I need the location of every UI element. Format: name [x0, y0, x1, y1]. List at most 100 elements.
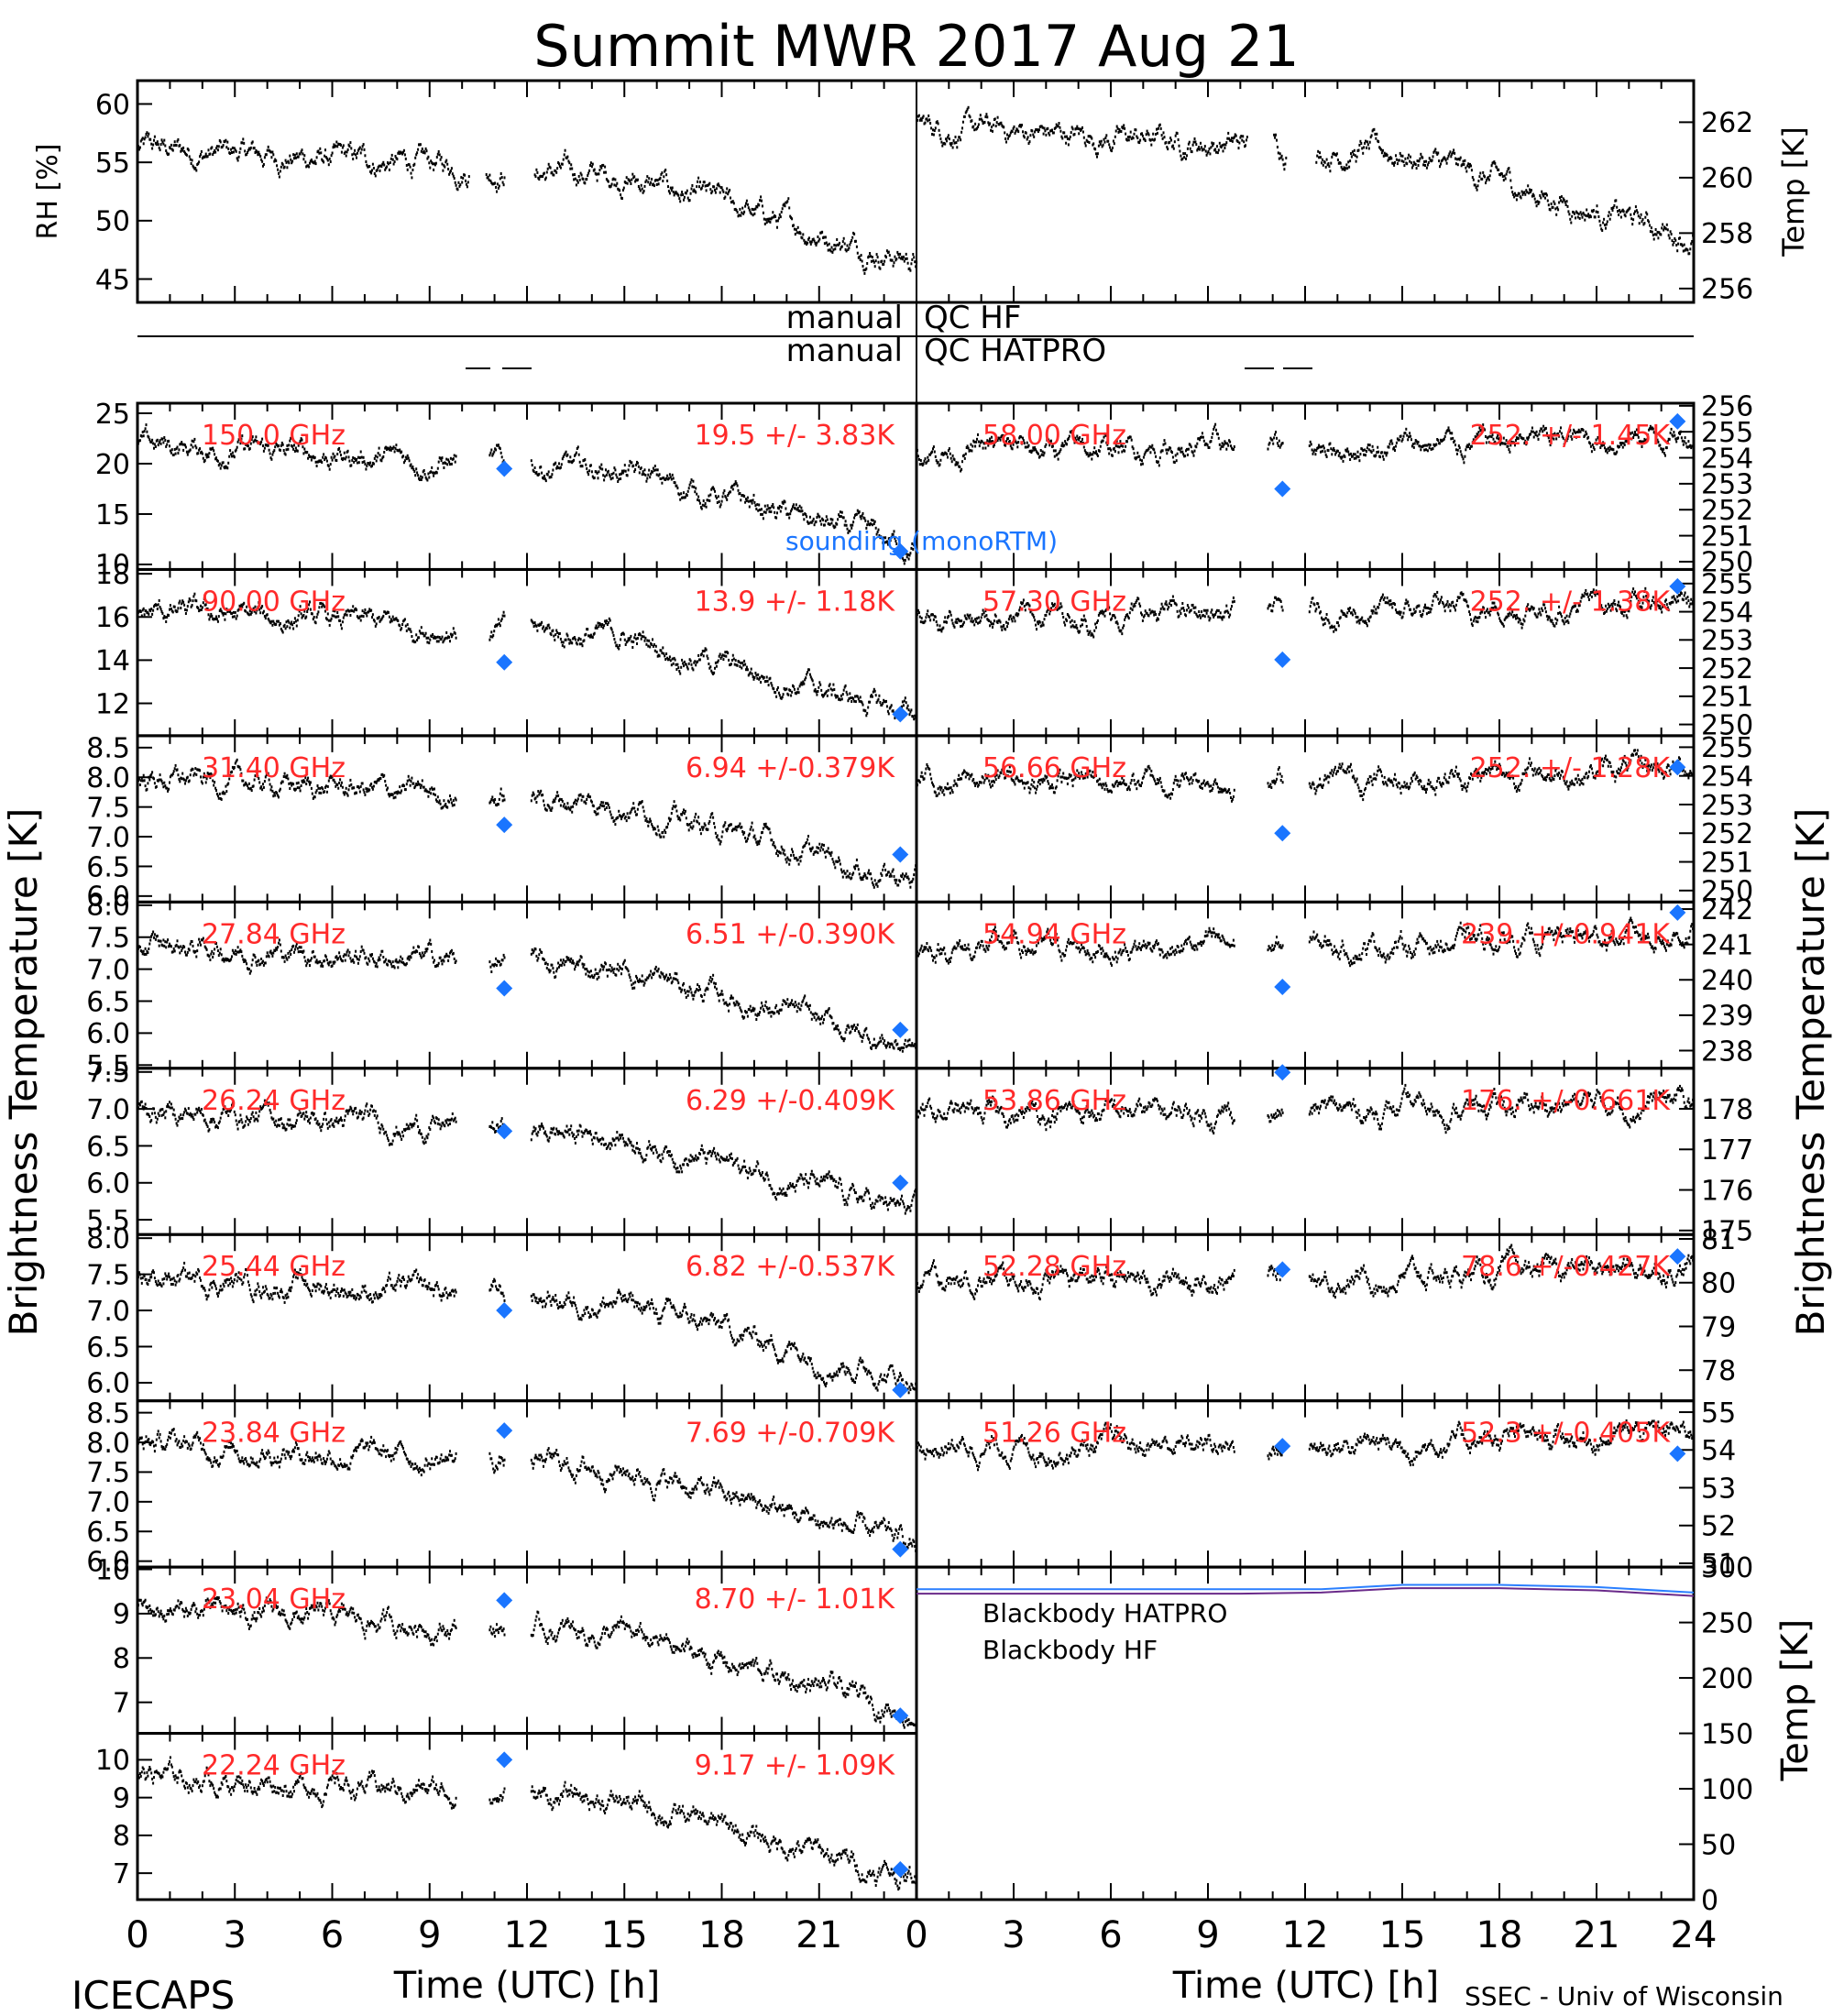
right-panel-1-axis-ytick-label: 251 — [1701, 682, 1753, 714]
left-panel-8-sounding-marker-end — [892, 1861, 909, 1879]
xtick-label-right-4: 12 — [1282, 1914, 1329, 1956]
right-panel-1-axis-ytick-label: 255 — [1701, 569, 1753, 601]
left-panel-7-axis-ytick-label: 9 — [113, 1599, 130, 1631]
blackbody-axis-ytick-label: 300 — [1701, 1552, 1753, 1584]
rh-axis-ytick-label: 60 — [95, 89, 130, 121]
left-panel-8-trace — [137, 1756, 918, 1891]
right-panel-0-axis-ytick-label: 252 — [1701, 495, 1753, 527]
right-panel-3-trace — [916, 916, 1696, 968]
left-panel-2-sounding-marker-end — [892, 846, 909, 863]
right-panel-5-axis-ytick-label: 80 — [1701, 1268, 1736, 1300]
right-panel-4-axis-ytick-label: 177 — [1701, 1134, 1753, 1167]
left-panel-7-sounding-marker-end — [892, 1707, 909, 1725]
right-panel-3-axis-ytick-label: 241 — [1701, 929, 1753, 961]
rh-ylabel: RH [%] — [32, 144, 64, 240]
right-panel-0-sounding-marker — [1274, 480, 1291, 498]
rh-axis-ytick-label: 55 — [95, 148, 130, 180]
left-panel-7-freq-label: 23.04 GHz — [202, 1583, 346, 1616]
left-panel-1-sounding-marker — [496, 653, 513, 671]
left-panel-4-trace — [137, 1099, 918, 1215]
left-panel-5-sounding-marker — [496, 1302, 513, 1320]
rh-axis-ytick-label: 45 — [95, 264, 130, 296]
left-panel-7-stats-label: 8.70 +/- 1.01K — [695, 1583, 896, 1616]
right-panel-0-axis-ytick-label: 255 — [1701, 417, 1753, 449]
left-panel-6-axis-ytick-label: 6.5 — [86, 1517, 130, 1549]
left-panel-2-stats-label: 6.94 +/-0.379K — [686, 752, 895, 784]
right-panel-0-axis-ytick-label: 253 — [1701, 469, 1753, 501]
blackbody-ylabel: Temp [K] — [1774, 1619, 1817, 1782]
xtick-label-left-2: 6 — [321, 1914, 344, 1956]
left-panel-5-axis-ytick-label: 6.0 — [86, 1368, 130, 1400]
right-panel-6-axis-ytick-label: 54 — [1701, 1435, 1736, 1467]
left-panel-5-axis-ytick-label: 7.5 — [86, 1259, 130, 1291]
qc-hf-label: QC HF — [924, 300, 1021, 336]
right-panel-5-sounding-marker-end — [1669, 1248, 1686, 1265]
left-panel-3-axis-ytick-label: 5.5 — [86, 1050, 130, 1082]
right-panel-2-trace — [916, 749, 1696, 803]
blackbody-axis-ytick-label: 100 — [1701, 1774, 1753, 1806]
right-panel-4-freq-label: 53.86 GHz — [982, 1085, 1126, 1117]
left-panel-0-freq-label: 150.0 GHz — [202, 420, 346, 452]
left-ylabel: Brightness Temperature [K] — [1, 808, 46, 1337]
xtick-label-left-1: 3 — [224, 1914, 247, 1956]
right-panel-4-axis-ytick-label: 178 — [1701, 1094, 1753, 1126]
xtick-label-right-1: 3 — [1002, 1914, 1025, 1956]
right-panel-3-sounding-marker — [1274, 978, 1291, 995]
left-panel-3-axis-ytick-label: 6.5 — [86, 986, 130, 1018]
left-panel-4-axis-ytick-label: 7.0 — [86, 1094, 130, 1126]
blackbody-axis-ytick-label: 150 — [1701, 1718, 1753, 1750]
left-panel-5-trace — [137, 1261, 918, 1395]
left-panel-6-stats-label: 7.69 +/-0.709K — [686, 1418, 895, 1450]
right-panel-1-freq-label: 57.30 GHz — [982, 586, 1126, 618]
left-panel-8-sounding-marker — [496, 1751, 513, 1769]
xlabel-left: Time (UTC) [h] — [393, 1965, 660, 2007]
left-panel-8-axis-ytick-label: 9 — [113, 1782, 130, 1814]
left-panel-6-sounding-marker — [496, 1422, 513, 1440]
right-ylabel: Brightness Temperature [K] — [1788, 808, 1833, 1337]
left-panel-6-freq-label: 23.84 GHz — [202, 1418, 346, 1450]
right-panel-6-trace — [916, 1419, 1696, 1472]
left-panel-3-axis-ytick-label: 8.0 — [86, 891, 130, 923]
left-panel-0-axis-ytick-label: 25 — [95, 399, 130, 431]
right-panel-0-axis-ytick-label: 256 — [1701, 391, 1753, 423]
blackbody-axis-ytick-label: 0 — [1701, 1885, 1718, 1917]
left-panel-2-axis-ytick-label: 6.0 — [86, 882, 130, 914]
left-panel-0-stats-label: 19.5 +/- 3.83K — [695, 420, 896, 452]
right-panel-1-axis-ytick-label: 250 — [1701, 709, 1753, 741]
temp-axis-ytick-label: 258 — [1701, 218, 1753, 250]
left-panel-0-trace — [137, 423, 918, 565]
blackbody-axis-ytick-label: 200 — [1701, 1663, 1753, 1695]
left-panel-2-freq-label: 31.40 GHz — [202, 752, 346, 784]
right-panel-5-sounding-marker — [1274, 1261, 1291, 1278]
right-panel-2-sounding-marker — [1274, 825, 1291, 842]
right-panel-2-axis-ytick-label: 250 — [1701, 876, 1753, 908]
left-panel-1-sounding-marker-end — [892, 706, 909, 723]
left-panel-1-stats-label: 13.9 +/- 1.18K — [695, 586, 896, 618]
left-panel-4-sounding-marker-end — [892, 1174, 909, 1191]
right-panel-1-stats-label: 252. +/- 1.38K — [1470, 586, 1672, 618]
right-panel-2-axis-ytick-label: 251 — [1701, 847, 1753, 879]
left-panel-6-sounding-marker-end — [892, 1540, 909, 1558]
qc-hf-manual: manual — [786, 300, 903, 336]
xtick-label-left-4: 12 — [504, 1914, 551, 1956]
rh-axis-ytick-label: 50 — [95, 206, 130, 238]
left-panel-3-sounding-marker — [496, 980, 513, 997]
left-panel-8-freq-label: 22.24 GHz — [202, 1750, 346, 1782]
right-panel-3-sounding-marker-end — [1669, 904, 1686, 921]
right-panel-2-freq-label: 56.66 GHz — [982, 752, 1126, 784]
xtick-label-right-0: 0 — [905, 1914, 927, 1956]
left-panel-8-axis-ytick-label: 8 — [113, 1821, 130, 1853]
left-panel-1-freq-label: 90.00 GHz — [202, 586, 346, 618]
right-panel-0-stats-label: 252. +/- 1.45K — [1470, 420, 1672, 452]
left-panel-4-axis-ytick-label: 5.5 — [86, 1205, 130, 1237]
xtick-label-right-6: 18 — [1476, 1914, 1523, 1956]
left-panel-0-axis-ytick-label: 10 — [95, 550, 130, 582]
right-panel-0-freq-label: 58.00 GHz — [982, 420, 1126, 452]
right-panel-5-axis-ytick-label: 81 — [1701, 1224, 1736, 1256]
xtick-label-left-6: 18 — [698, 1914, 745, 1956]
blackbody-axis-ytick-label: 50 — [1701, 1829, 1736, 1861]
left-panel-7-sounding-marker — [496, 1592, 513, 1609]
left-panel-7-axis-ytick-label: 7 — [113, 1687, 130, 1719]
left-panel-3-trace — [137, 930, 918, 1053]
